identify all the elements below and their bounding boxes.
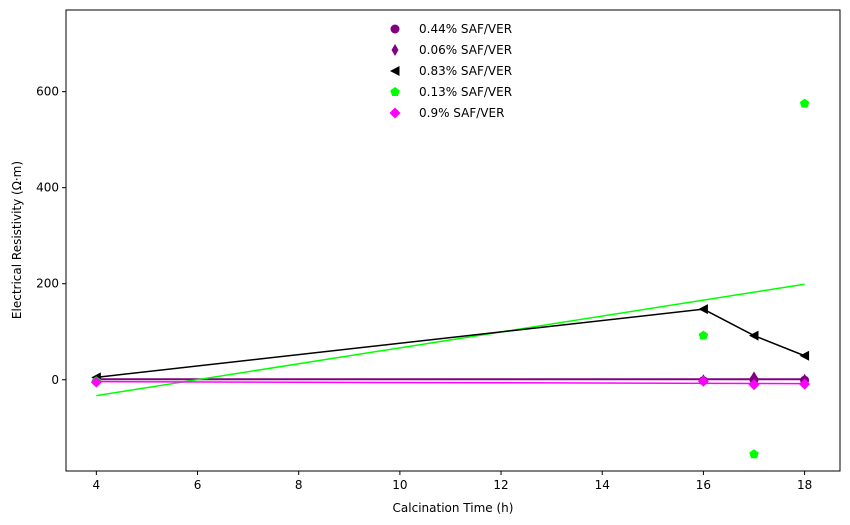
legend-label: 0.44% SAF/VER <box>419 22 512 36</box>
x-tick-label: 16 <box>696 478 711 492</box>
data-point <box>799 378 811 390</box>
series-line <box>96 308 805 379</box>
data-point <box>799 98 810 108</box>
legend: 0.44% SAF/VER 0.06% SAF/VER 0.83% SAF/VER 0… <box>389 22 512 120</box>
markers <box>90 98 811 459</box>
x-tick-label: 14 <box>595 478 610 492</box>
fit-line <box>96 380 805 385</box>
data-point <box>698 304 708 315</box>
fit-line <box>96 283 805 397</box>
data-point <box>698 330 709 340</box>
legend-label: 0.9% SAF/VER <box>419 106 504 120</box>
x-tick-label: 4 <box>93 478 101 492</box>
legend-marker <box>390 66 400 76</box>
y-tick-label: 600 <box>36 85 59 99</box>
legend-marker <box>390 24 400 34</box>
x-axis-ticks: 4 6 8 10 12 14 16 18 <box>93 471 812 492</box>
y-tick-label: 0 <box>51 373 59 387</box>
legend-marker <box>391 44 399 56</box>
y-tick-label: 400 <box>36 181 59 195</box>
legend-label: 0.06% SAF/VER <box>419 43 512 57</box>
x-tick-label: 6 <box>194 478 202 492</box>
y-axis-ticks: 0 200 400 600 <box>36 85 66 387</box>
legend-marker <box>390 87 400 97</box>
x-tick-label: 8 <box>295 478 303 492</box>
legend-marker <box>389 107 401 119</box>
x-axis-label: Calcination Time (h) <box>393 501 514 515</box>
plot-frame <box>65 9 841 472</box>
data-point <box>748 379 760 391</box>
y-tick-label: 200 <box>36 277 59 291</box>
plot-area <box>66 10 840 471</box>
x-tick-label: 10 <box>392 478 407 492</box>
data-point <box>749 449 759 459</box>
x-tick-label: 18 <box>797 478 812 492</box>
data-point <box>697 375 709 387</box>
legend-label: 0.83% SAF/VER <box>419 64 512 78</box>
data-point <box>90 376 102 388</box>
x-tick-label: 12 <box>493 478 508 492</box>
data-point <box>749 330 759 341</box>
data-point <box>799 350 810 361</box>
data-point <box>750 371 758 384</box>
y-axis-label: Electrical Resistivity (Ω·m) <box>10 161 24 319</box>
fit-lines <box>96 283 805 397</box>
series-lines <box>96 308 805 379</box>
legend-label: 0.13% SAF/VER <box>419 85 512 99</box>
